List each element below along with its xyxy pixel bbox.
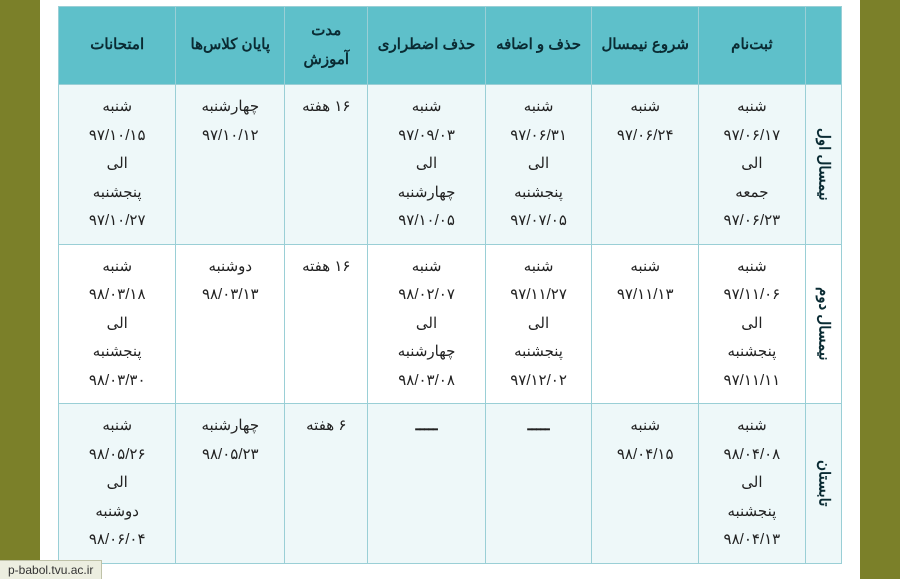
paper: ثبت‌نام شروع نیمسال حذف و اضافه حذف اضطر… [40,0,860,579]
table-header-row: ثبت‌نام شروع نیمسال حذف و اضافه حذف اضطر… [59,7,842,85]
cell-classes-end: چهارشنبه۹۷/۱۰/۱۲ [176,85,285,245]
header-add-drop: حذف و اضافه [485,7,592,85]
status-url: p-babol.tvu.ac.ir [0,560,102,579]
cell-registration: شنبه۹۷/۱۱/۰۶الیپنجشنبه۹۷/۱۱/۱۱ [699,244,806,404]
cell-classes-end: چهارشنبه۹۸/۰۵/۲۳ [176,404,285,564]
cell-add-drop: ـــــ [485,404,592,564]
cell-duration: ۱۶ هفته [285,85,368,245]
table-row: نیمسال اول شنبه۹۷/۰۶/۱۷الیجمعه۹۷/۰۶/۲۳ ش… [59,85,842,245]
header-duration: مدت آموزش [285,7,368,85]
cell-semester-start: شنبه۹۷/۰۶/۲۴ [592,85,699,245]
table-row: تابستان شنبه۹۸/۰۴/۰۸الیپنجشنبه۹۸/۰۴/۱۳ ش… [59,404,842,564]
cell-duration: ۶ هفته [285,404,368,564]
header-registration: ثبت‌نام [699,7,806,85]
header-emergency-drop: حذف اضطراری [368,7,485,85]
cell-registration: شنبه۹۸/۰۴/۰۸الیپنجشنبه۹۸/۰۴/۱۳ [699,404,806,564]
cell-semester-start: شنبه۹۷/۱۱/۱۳ [592,244,699,404]
cell-emergency-drop: ـــــ [368,404,485,564]
cell-add-drop: شنبه۹۷/۰۶/۳۱الیپنجشنبه۹۷/۰۷/۰۵ [485,85,592,245]
header-semester-start: شروع نیمسال [592,7,699,85]
header-classes-end: پایان کلاس‌ها [176,7,285,85]
header-blank [805,7,841,85]
cell-semester-start: شنبه۹۸/۰۴/۱۵ [592,404,699,564]
row-label-summer: تابستان [805,404,841,564]
row-label-sem2: نیمسال دوم [805,244,841,404]
cell-exams: شنبه۹۸/۰۵/۲۶الیدوشنبه۹۸/۰۶/۰۴ [59,404,176,564]
academic-calendar-table: ثبت‌نام شروع نیمسال حذف و اضافه حذف اضطر… [58,6,842,564]
cell-registration: شنبه۹۷/۰۶/۱۷الیجمعه۹۷/۰۶/۲۳ [699,85,806,245]
row-label-sem1: نیمسال اول [805,85,841,245]
cell-add-drop: شنبه۹۷/۱۱/۲۷الیپنجشنبه۹۷/۱۲/۰۲ [485,244,592,404]
cell-classes-end: دوشنبه۹۸/۰۳/۱۳ [176,244,285,404]
cell-duration: ۱۶ هفته [285,244,368,404]
cell-emergency-drop: شنبه۹۷/۰۹/۰۳الیچهارشنبه۹۷/۱۰/۰۵ [368,85,485,245]
cell-exams: شنبه۹۸/۰۳/۱۸الیپنجشنبه۹۸/۰۳/۳۰ [59,244,176,404]
cell-exams: شنبه۹۷/۱۰/۱۵الیپنجشنبه۹۷/۱۰/۲۷ [59,85,176,245]
header-exams: امتحانات [59,7,176,85]
table-row: نیمسال دوم شنبه۹۷/۱۱/۰۶الیپنجشنبه۹۷/۱۱/۱… [59,244,842,404]
cell-emergency-drop: شنبه۹۸/۰۲/۰۷الیچهارشنبه۹۸/۰۳/۰۸ [368,244,485,404]
